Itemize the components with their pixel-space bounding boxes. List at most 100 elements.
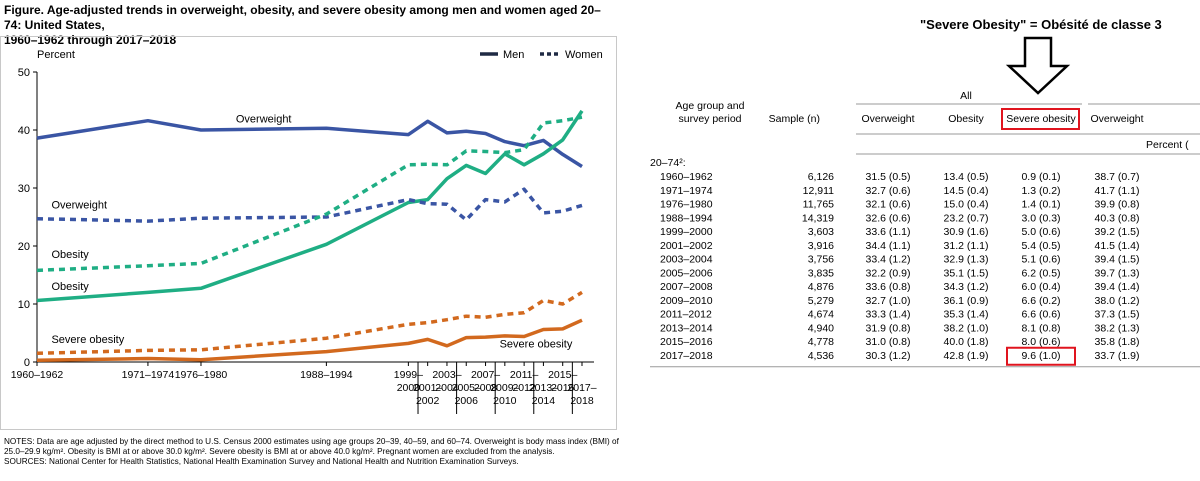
row-period: 2003–2004: [660, 254, 713, 266]
row-overweight: 31.0 (0.8): [866, 336, 911, 348]
row-obesity: 36.1 (0.9): [944, 295, 989, 307]
x-tick-label: 1999– 2000: [394, 369, 423, 394]
row-severe-obesity: 1.3 (0.2): [1021, 185, 1060, 197]
x-tick-label: 2015– 2016: [548, 369, 577, 394]
row-sample: 4,674: [808, 309, 834, 321]
row-sample: 6,126: [808, 171, 834, 183]
plot-frame: [0, 36, 617, 430]
row-period: 2007–2008: [660, 281, 713, 293]
y-tick-label: 20: [18, 241, 30, 253]
row-sample: 12,911: [803, 185, 834, 197]
row-overweight: 31.5 (0.5): [866, 171, 911, 183]
row-sample: 4,876: [808, 281, 834, 293]
row-sample: 14,319: [802, 212, 834, 224]
row-overweight: 32.1 (0.6): [866, 199, 911, 211]
y-tick-label: 0: [24, 357, 30, 369]
row-period: 2013–2014: [660, 322, 713, 334]
row-overweight-men: 39.7 (1.3): [1095, 267, 1140, 279]
x-tick-label: 2003– 2004: [432, 369, 461, 394]
row-overweight-men: 40.3 (0.8): [1095, 212, 1140, 224]
header-overweight: Overweight: [861, 113, 914, 125]
percent-label: Percent (: [1146, 139, 1189, 151]
all-group-header: All: [960, 90, 972, 102]
row-overweight-men: 38.7 (0.7): [1095, 171, 1140, 183]
row-severe-obesity: 6.6 (0.2): [1021, 295, 1060, 307]
men-overweight-line: [36, 118, 583, 168]
y-tick-label: 30: [18, 183, 30, 195]
row-overweight: 31.9 (0.8): [866, 322, 911, 334]
row-period: 2001–2002: [660, 240, 713, 252]
series-annotation: Overweight: [236, 113, 292, 125]
row-period: 2011–2012: [660, 309, 712, 321]
women-obesity-line: [36, 115, 583, 273]
legend-women-label: Women: [565, 49, 603, 61]
row-obesity: 13.4 (0.5): [944, 171, 989, 183]
row-overweight-men: 41.7 (1.1): [1095, 185, 1140, 197]
row-obesity: 23.2 (0.7): [944, 212, 989, 224]
x-tick-label: 1960–1962: [11, 369, 64, 381]
x-tick-label: 2009– 2010: [490, 382, 519, 407]
x-tick-label: 2005– 2006: [452, 382, 481, 407]
row-overweight: 33.6 (1.1): [866, 226, 911, 238]
x-tick-label: 1976–1980: [175, 369, 228, 381]
row-severe-obesity: 8.0 (0.6): [1021, 336, 1060, 348]
row-severe-obesity: 6.6 (0.6): [1021, 309, 1060, 321]
row-overweight: 32.2 (0.9): [866, 267, 911, 279]
header-age-line-1: Age group and: [676, 100, 745, 112]
row-obesity: 30.9 (1.6): [944, 226, 989, 238]
row-severe-obesity: 5.0 (0.6): [1021, 226, 1060, 238]
down-arrow-icon: [1005, 36, 1071, 95]
row-period: 1971–1974: [660, 185, 713, 197]
row-obesity: 31.2 (1.1): [944, 240, 989, 252]
y-tick-label: 40: [18, 125, 30, 137]
header-severe-obesity: Severe obesity: [1006, 113, 1076, 125]
row-overweight: 32.7 (1.0): [866, 295, 911, 307]
row-overweight-men: 39.2 (1.5): [1095, 226, 1140, 238]
legend-men-label: Men: [503, 49, 524, 61]
row-obesity: 15.0 (0.4): [944, 199, 989, 211]
row-obesity: 34.3 (1.2): [944, 281, 989, 293]
row-sample: 3,835: [808, 267, 834, 279]
row-severe-obesity: 0.9 (0.1): [1021, 171, 1060, 183]
figure-panel: Figure. Age-adjusted trends in overweigh…: [0, 3, 619, 467]
notes-line-2: 25.0–29.9 kg/m². Obesity is BMI at or ab…: [4, 447, 555, 456]
series-annotation: Obesity: [51, 249, 89, 261]
row-overweight-men: 35.8 (1.8): [1095, 336, 1140, 348]
y-tick-label: 50: [18, 67, 30, 79]
line-chart: 0 10 20 30 40 50 Percent 1960–1962 1971–1974 1976…: [11, 49, 603, 414]
row-severe-obesity: 1.4 (0.1): [1021, 199, 1060, 211]
row-period: 1976–1980: [660, 199, 713, 211]
men-severe-line: [36, 318, 583, 363]
row-sample: 3,603: [808, 226, 834, 238]
row-sample: 3,756: [808, 254, 834, 266]
severe-obesity-annotation: "Severe Obesity" = Obésité de classe 3: [920, 17, 1162, 32]
row-overweight: 34.4 (1.1): [866, 240, 911, 252]
row-overweight: 33.6 (0.8): [866, 281, 911, 293]
row-severe-obesity: 5.4 (0.5): [1021, 240, 1060, 252]
row-severe-obesity: 6.0 (0.4): [1021, 281, 1060, 293]
x-tick-label: 2001– 2002: [413, 382, 442, 407]
row-obesity: 35.1 (1.5): [944, 267, 989, 279]
x-tick-label: 2017– 2018: [567, 382, 596, 407]
row-sample: 3,916: [808, 240, 834, 252]
age-group-label: 20–74²:: [650, 157, 686, 169]
row-overweight-men: 33.7 (1.9): [1095, 350, 1140, 362]
table-panel: "Severe Obesity" = Obésité de classe 3 A…: [630, 0, 1200, 481]
series-annotation: Severe obesity: [51, 334, 124, 346]
row-obesity: 14.5 (0.4): [944, 185, 989, 197]
row-sample: 4,940: [808, 322, 834, 334]
notes-line-1: NOTES: Data are age adjusted by the dire…: [4, 437, 619, 446]
y-axis-label: Percent: [37, 49, 75, 61]
row-obesity: 38.2 (1.0): [944, 322, 989, 334]
figure-notes: NOTES: Data are age adjusted by the dire…: [4, 437, 619, 467]
x-tick-label: 2013– 2014: [529, 382, 558, 407]
row-overweight-men: 39.9 (0.8): [1095, 199, 1140, 211]
row-severe-obesity: 8.1 (0.8): [1021, 322, 1060, 334]
row-overweight: 33.3 (1.4): [866, 309, 911, 321]
row-overweight-men: 38.0 (1.2): [1095, 295, 1140, 307]
row-severe-obesity: 9.6 (1.0): [1021, 350, 1060, 362]
row-period: 2005–2006: [660, 267, 713, 279]
row-period: 1988–1994: [660, 212, 713, 224]
row-severe-obesity: 5.1 (0.6): [1021, 254, 1060, 266]
